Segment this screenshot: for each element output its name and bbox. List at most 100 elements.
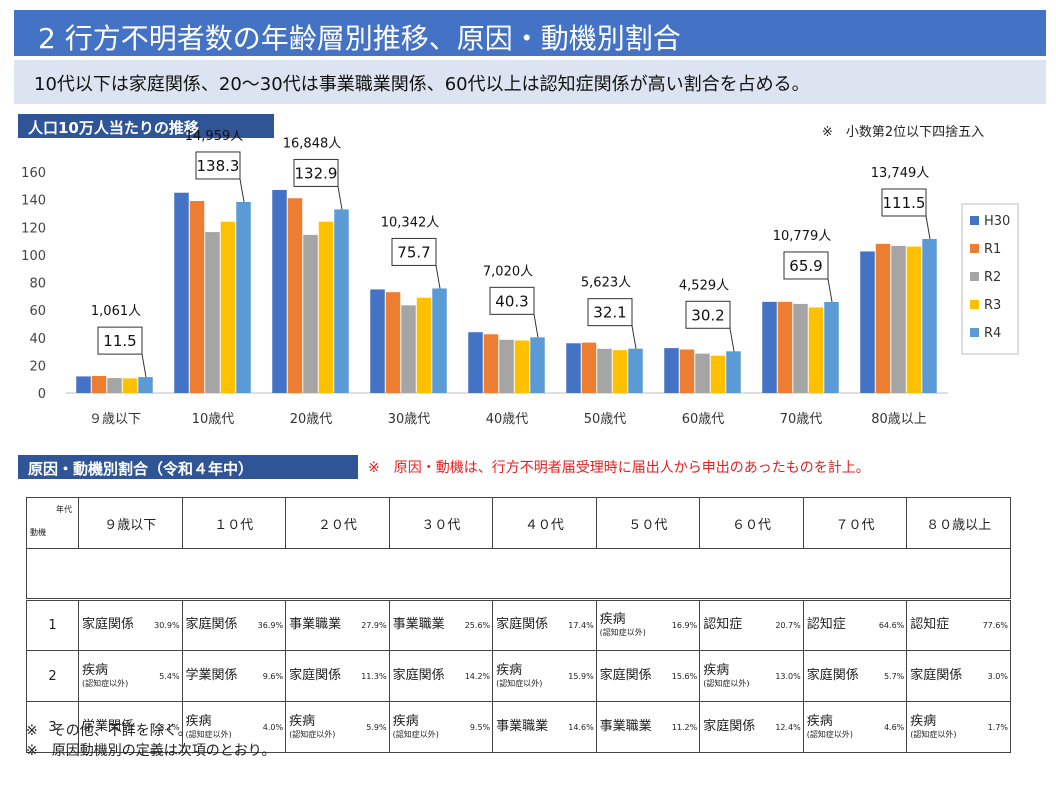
rank-cell: 3: [25, 701, 80, 753]
cause-cell: 疾病 (認知症以外): [492, 650, 561, 702]
bar-R2-5: [597, 348, 612, 393]
cause-text: 疾病: [599, 612, 626, 628]
data-label: 111.5: [883, 194, 926, 212]
cause-text: 認知症: [806, 617, 846, 633]
percent-cell: 14.6%: [560, 701, 597, 753]
label-leader: [925, 215, 931, 240]
bar-R3-0: [122, 378, 138, 393]
cause-text: 疾病: [289, 713, 316, 729]
label-leader: [533, 314, 539, 338]
percent-cell: 77.6%: [974, 598, 1011, 651]
percent-cell: 5.4%: [146, 650, 183, 702]
bar-R3-8: [906, 246, 922, 393]
cause-text: 家庭関係: [703, 718, 756, 734]
bar-H30-3: [370, 289, 385, 393]
bar-H30-5: [566, 343, 581, 393]
count-label: 13,749人: [871, 166, 930, 181]
y-tick-label: 120: [21, 221, 46, 236]
bar-R2-3: [401, 305, 416, 393]
y-tick-label: 60: [29, 304, 46, 319]
percent-cell: 64.6%: [871, 598, 908, 651]
percent-cell: 9.5%: [457, 701, 494, 753]
summary-box: 10代以下は家庭関係、20～30代は事業職業関係、60代以上は認知症関係が高い割…: [14, 60, 1046, 104]
data-label: 30.2: [691, 306, 724, 324]
count-label: 5,623人: [581, 276, 631, 291]
x-tick-label: 30歳代: [388, 412, 431, 427]
section-label-trend-text: 人口10万人当たりの推移: [28, 119, 199, 137]
cause-text: 家庭関係: [806, 667, 859, 683]
y-tick-label: 20: [29, 359, 46, 374]
count-label: 1,061人: [91, 304, 141, 319]
cause-text: 認知症: [703, 617, 743, 633]
page-title: 2 行方不明者数の年齢層別推移、原因・動機別割合: [38, 22, 681, 55]
label-leader: [435, 265, 441, 289]
bar-R3-3: [416, 297, 432, 393]
percent-cell: 9.6%: [250, 650, 287, 702]
table-row: 2 疾病 (認知症以外) 5.4% 学業関係 9.6% 家庭関係 11.3% 家庭関係 14.2%…: [25, 650, 1011, 702]
bar-R1-6: [679, 349, 695, 393]
cause-subnote: (認知症以外): [599, 628, 646, 638]
percent-cell: 36.9%: [250, 598, 287, 651]
count-label: 10,342人: [381, 215, 440, 230]
cause-text: 事業職業: [496, 718, 549, 734]
cause-cell: 家庭関係: [285, 650, 354, 702]
count-label: 16,848人: [283, 136, 342, 151]
x-tick-label: 80歳以上: [871, 412, 927, 427]
count-label: 4,529人: [679, 278, 729, 293]
column-header: １０代: [181, 497, 287, 549]
data-label: 65.9: [789, 257, 822, 275]
cause-text: 学業関係: [82, 718, 135, 734]
cause-cell: 疾病 (認知症以外): [699, 650, 768, 702]
label-leader: [141, 354, 147, 378]
count-label: 10,779人: [773, 229, 832, 244]
cause-subnote: (認知症以外): [392, 729, 439, 739]
cause-subnote: (認知症以外): [289, 729, 336, 739]
bar-H30-4: [468, 332, 483, 393]
section-label-cause-text: 原因・動機別割合（令和４年中）: [28, 460, 254, 478]
cause-text: 家庭関係: [599, 667, 652, 683]
percent-cell: 5.9%: [353, 701, 390, 753]
cause-subnote: (認知症以外): [703, 678, 750, 688]
bar-H30-8: [860, 251, 875, 393]
bar-R1-3: [385, 292, 401, 393]
table-row: 1 家庭関係 30.9% 家庭関係 36.9% 事業職業 27.9% 事業職業 25.6% 家庭関…: [25, 598, 1011, 651]
legend-swatch: [970, 216, 979, 225]
data-label-box: [783, 251, 829, 280]
y-tick-label: 40: [29, 332, 46, 347]
cause-text: 家庭関係: [496, 617, 549, 633]
percent-cell: 3.1%: [146, 701, 183, 753]
bar-R2-6: [695, 353, 710, 393]
footnote-2: ※ 原因動機別の定義は次項のとおり。: [26, 743, 276, 759]
corner-motive-label: 動機: [30, 528, 46, 537]
bar-R3-1: [220, 221, 236, 393]
cause-cell: 疾病 (認知症以外): [595, 598, 665, 651]
percent-cell: 4.6%: [871, 701, 908, 753]
column-header: ８０歳以上: [906, 497, 1011, 549]
cause-cell: 事業職業: [285, 598, 354, 651]
cause-cell: 家庭関係: [492, 598, 561, 651]
legend-swatch: [970, 300, 979, 309]
cause-cell: 学業関係: [181, 650, 251, 702]
cause-subnote: (認知症以外): [910, 729, 957, 739]
cause-text: 疾病: [496, 662, 523, 678]
cause-cell: 疾病 (認知症以外): [285, 701, 354, 753]
cause-cell: 家庭関係: [802, 650, 872, 702]
percent-cell: 5.7%: [871, 650, 908, 702]
cause-cell: 認知症: [802, 598, 872, 651]
column-header: ９歳以下: [78, 497, 183, 549]
y-tick-label: 100: [21, 249, 46, 264]
cause-text: 事業職業: [289, 617, 342, 633]
cause-text: 疾病: [392, 713, 419, 729]
cause-subnote: (認知症以外): [806, 729, 853, 739]
percent-cell: 15.6%: [664, 650, 701, 702]
percent-cell: 12.4%: [767, 701, 804, 753]
cause-text: 疾病: [703, 662, 730, 678]
percent-cell: 20.7%: [767, 598, 804, 651]
cause-text: 家庭関係: [289, 667, 342, 683]
bar-R1-1: [189, 201, 205, 393]
data-label: 75.7: [397, 243, 430, 261]
y-tick-label: 160: [21, 166, 46, 181]
bar-R2-1: [205, 232, 220, 393]
bar-R1-2: [287, 198, 303, 393]
cause-text: 家庭関係: [185, 617, 238, 633]
